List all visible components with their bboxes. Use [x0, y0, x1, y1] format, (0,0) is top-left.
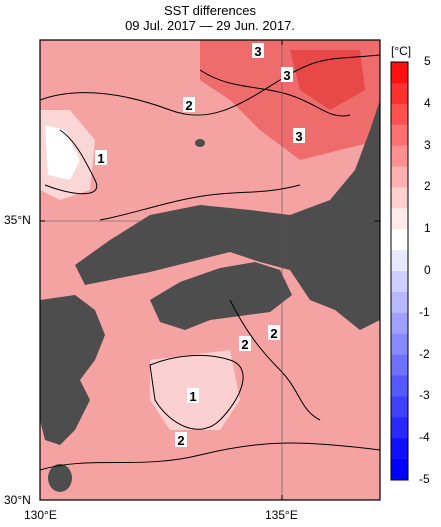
contour-label: 1: [97, 151, 104, 166]
colorbar-label: -3: [419, 388, 430, 403]
colorbar-label: -4: [419, 430, 430, 445]
contour-label: 3: [295, 129, 302, 144]
map-frame: [39, 39, 381, 501]
colorbar-label: 4: [424, 95, 431, 110]
colorbar-label: -5: [419, 472, 430, 486]
colorbar-swatch: [391, 187, 408, 209]
contour-label: 2: [185, 98, 192, 113]
colorbar: [391, 62, 408, 481]
contour-label: 3: [283, 68, 290, 83]
colorbar-swatch: [391, 62, 408, 84]
colorbar-swatch: [391, 417, 408, 439]
contour-label-bg: [293, 128, 305, 143]
contour-label: 1: [189, 389, 196, 404]
contour-label: 3: [254, 44, 261, 59]
contour-lines: [40, 54, 380, 471]
colorbar-swatch: [391, 375, 408, 397]
colorbar-swatch: [391, 229, 408, 251]
contour-label: 2: [241, 337, 248, 352]
neutral-region: [45, 125, 80, 180]
contour-label: 2: [177, 433, 184, 448]
contour-label-bg: [252, 43, 264, 58]
contour-label-bg: [239, 336, 251, 351]
date-range: 09 Jul. 2017 — 29 Jun. 2017.: [125, 18, 295, 33]
grid-lines: [40, 40, 380, 500]
colorbar-label: 2: [424, 179, 431, 194]
colorbar-swatch: [391, 459, 408, 481]
colorbar-frame: [390, 61, 409, 481]
colorbar-swatch: [391, 271, 408, 293]
colorbar-label: -2: [419, 346, 430, 361]
colorbar-swatch: [391, 438, 408, 460]
contour-label-bg: [281, 67, 293, 82]
map-title: SST differences: [163, 3, 256, 18]
land-island-south: [48, 464, 72, 492]
contour-labels: 3 3 2 3 1 2 2 1 2: [95, 43, 305, 448]
land-kyushu: [40, 295, 105, 445]
land-honshu: [75, 100, 380, 330]
colorbar-swatch: [391, 82, 408, 105]
colorbar-swatch: [391, 396, 408, 418]
contour-label-bg: [175, 432, 187, 447]
colorbar-swatch: [391, 250, 408, 272]
frame-ticks: [40, 40, 380, 500]
colorbar-label: -1: [419, 304, 430, 319]
colorbar-label: 0: [424, 263, 431, 277]
contour-label-bg: [183, 97, 195, 112]
colorbar-swatch: [391, 124, 408, 147]
colorbar-swatch: [391, 166, 408, 188]
unit-label: [°C]: [391, 44, 412, 58]
contour-label: 2: [270, 326, 277, 341]
colorbar-swatch: [391, 333, 408, 356]
colorbar-swatch: [391, 145, 408, 167]
contour-label-bg: [95, 150, 107, 165]
colorbar-swatch: [391, 354, 408, 376]
lon-tick-130e: 130°E: [24, 508, 57, 522]
colorbar-swatch: [391, 103, 408, 126]
colorbar-label: 1: [424, 221, 431, 236]
colorbar-swatch: [391, 291, 408, 314]
lat-tick-30n: 30°N: [4, 493, 31, 507]
lat-tick-35n: 35°N: [4, 213, 31, 227]
colorbar-label: 5: [424, 54, 431, 68]
land-island-north: [195, 139, 205, 147]
colorbar-swatch: [391, 312, 408, 335]
colorbar-swatch: [391, 208, 408, 230]
lon-tick-135e: 135°E: [265, 508, 298, 522]
colorbar-label: 3: [424, 137, 431, 152]
land-island-bay: [328, 201, 334, 211]
land-shikoku: [150, 262, 292, 330]
contour-label-bg: [187, 388, 199, 403]
contour-label-bg: [268, 325, 280, 340]
